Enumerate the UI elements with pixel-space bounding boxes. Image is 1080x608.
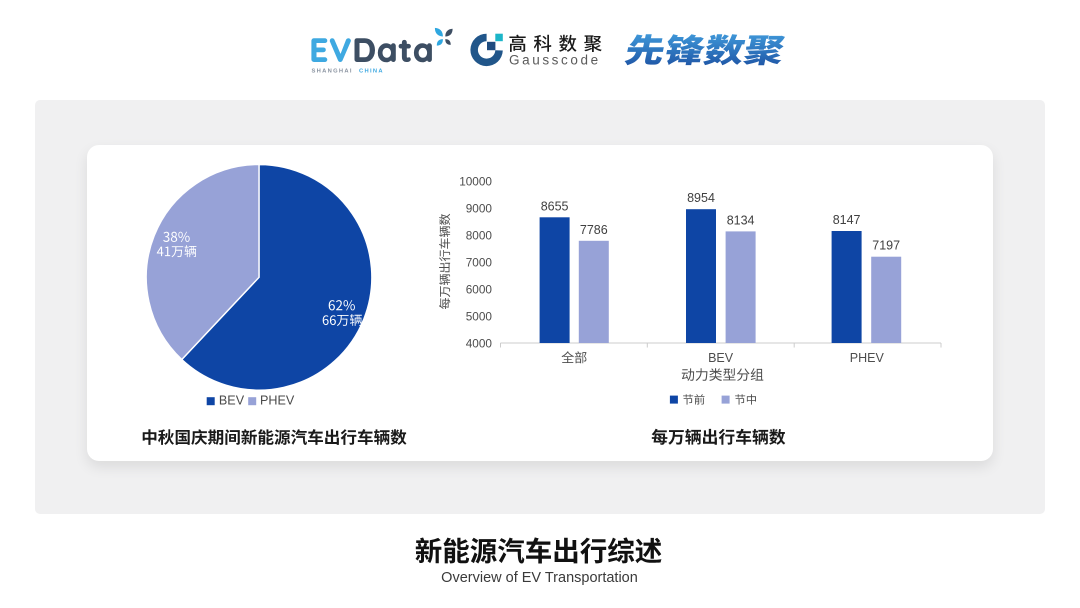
svg-text:6000: 6000 [466,283,493,297]
svg-text:Gausscode: Gausscode [509,52,601,67]
svg-text:9000: 9000 [466,202,493,216]
svg-text:8147: 8147 [833,213,861,227]
svg-text:8655: 8655 [541,199,569,213]
svg-text:5000: 5000 [466,310,493,324]
svg-text:8000: 8000 [466,229,493,243]
svg-text:PHEV: PHEV [850,351,885,365]
svg-text:SHANGHAI: SHANGHAI [312,69,353,75]
svg-text:Overview of EV Transportation: Overview of EV Transportation [441,570,638,586]
svg-text:8954: 8954 [687,191,715,205]
svg-text:BEV: BEV [219,394,245,408]
svg-text:PHEV: PHEV [260,394,295,408]
svg-text:BEV: BEV [708,351,734,365]
svg-text:CHINA: CHINA [359,69,384,75]
svg-text:4000: 4000 [466,337,493,351]
svg-text:7197: 7197 [872,239,900,253]
svg-text:7000: 7000 [466,256,493,270]
svg-text:8134: 8134 [727,213,755,227]
svg-text:10000: 10000 [459,175,492,189]
svg-text:7786: 7786 [580,223,608,237]
